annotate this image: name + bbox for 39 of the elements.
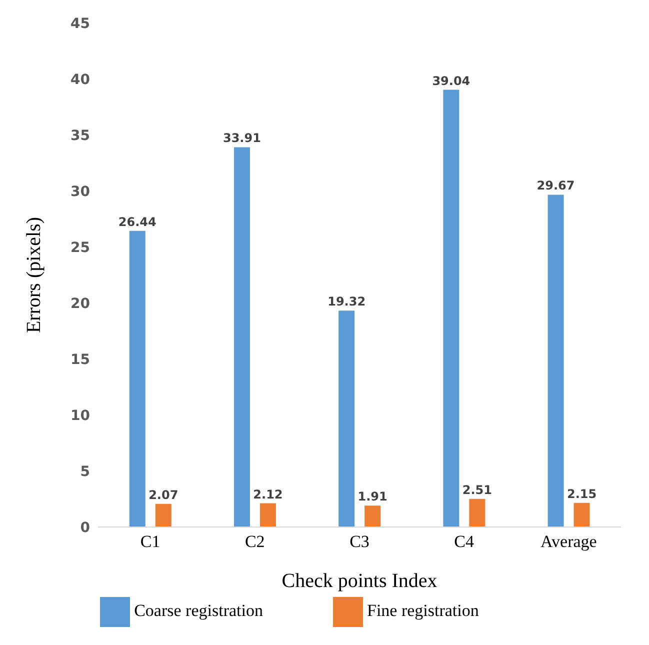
y-tick-label: 15 <box>70 352 90 368</box>
x-tick-label: C2 <box>244 532 265 552</box>
bar <box>364 506 381 527</box>
data-label: 2.07 <box>148 488 178 502</box>
data-label: 2.15 <box>566 486 597 501</box>
legend-label: Fine registration <box>366 600 479 620</box>
y-tick-label: 30 <box>70 184 90 200</box>
bar <box>469 498 486 527</box>
y-tick-label: 40 <box>70 72 90 88</box>
data-label: 29.67 <box>536 178 575 193</box>
bar <box>155 504 172 527</box>
bar <box>574 502 590 527</box>
bar <box>234 147 250 527</box>
bar <box>443 90 460 527</box>
x-axis-title: Check points Index <box>282 570 438 592</box>
bar <box>338 310 355 527</box>
data-label: 26.44 <box>118 214 156 229</box>
legend-label: Coarse registration <box>134 600 263 620</box>
y-axis-title: Errors (pixels) <box>23 216 46 334</box>
y-tick-label: 0 <box>80 520 90 536</box>
x-tick-label: C4 <box>454 532 475 552</box>
data-label: 1.91 <box>358 490 388 504</box>
x-tick-label: C3 <box>350 532 370 552</box>
y-tick-label: 35 <box>70 128 90 144</box>
data-label: 33.91 <box>222 131 261 146</box>
data-label: 39.04 <box>432 74 470 88</box>
y-tick-label: 25 <box>70 240 90 256</box>
data-label: 19.32 <box>328 294 366 309</box>
x-tick-label: C1 <box>140 532 160 552</box>
y-tick-label: 45 <box>70 16 90 32</box>
bar <box>260 503 276 527</box>
y-tick-label: 10 <box>70 408 90 424</box>
bar <box>548 194 564 527</box>
x-tick-label: Average <box>540 532 597 552</box>
bar <box>129 230 146 527</box>
data-label: 2.51 <box>462 482 492 497</box>
data-label: 2.12 <box>253 487 283 502</box>
y-tick-label: 20 <box>70 296 90 312</box>
y-tick-label: 5 <box>80 464 90 480</box>
